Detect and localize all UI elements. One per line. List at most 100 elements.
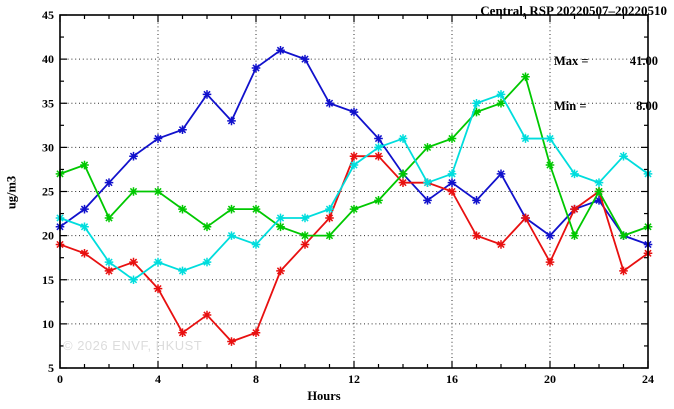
data-point-marker xyxy=(619,231,628,240)
y-tick-label: 40 xyxy=(42,52,54,66)
min-value: 8.00 xyxy=(636,99,658,113)
data-point-marker xyxy=(594,178,604,187)
data-point-marker xyxy=(227,116,236,126)
data-point-marker xyxy=(447,178,457,187)
data-point-marker xyxy=(178,328,187,337)
data-point-marker xyxy=(472,231,481,240)
data-point-marker xyxy=(80,160,89,170)
data-point-marker xyxy=(472,107,481,117)
data-point-marker xyxy=(325,231,334,240)
data-point-marker xyxy=(619,151,628,161)
data-point-marker xyxy=(129,275,138,285)
data-point-marker xyxy=(104,266,114,276)
x-tick-label: 8 xyxy=(253,372,259,386)
data-point-marker xyxy=(276,46,285,55)
data-point-marker xyxy=(325,204,334,214)
data-point-marker xyxy=(447,187,457,196)
data-point-marker xyxy=(227,204,236,214)
data-point-marker xyxy=(300,54,310,64)
y-tick-label: 15 xyxy=(42,273,54,287)
data-point-marker xyxy=(374,143,383,152)
tick-labels: 0 4 8 12 16 20 24 5 10 15 20 25 30 35 40 45 xyxy=(42,8,654,386)
max-stat-row: Max = 41.00 xyxy=(554,54,658,69)
data-point-marker xyxy=(153,187,163,196)
data-point-marker xyxy=(276,266,285,276)
data-point-marker xyxy=(300,240,310,249)
data-point-marker xyxy=(325,213,334,223)
data-point-marker xyxy=(349,107,359,117)
y-tick-label: 10 xyxy=(42,317,54,331)
series-cyan xyxy=(55,90,653,285)
y-tick-label: 45 xyxy=(42,8,54,22)
y-axis-label: ug/m3 xyxy=(4,175,19,210)
stats-annotation: Max = 41.00 Min = 8.00 xyxy=(554,24,658,144)
x-tick-label: 20 xyxy=(544,372,556,386)
data-point-marker xyxy=(521,134,530,143)
data-point-marker xyxy=(129,151,138,161)
y-tick-label: 35 xyxy=(42,96,54,110)
data-point-marker xyxy=(104,178,114,187)
data-point-marker xyxy=(276,222,285,232)
data-point-marker xyxy=(545,160,555,170)
data-point-marker xyxy=(619,266,628,276)
data-point-marker xyxy=(349,160,359,170)
data-point-marker xyxy=(104,257,114,267)
data-point-marker xyxy=(447,134,457,143)
data-point-marker xyxy=(153,134,163,143)
data-point-marker xyxy=(374,134,383,143)
series-red xyxy=(55,151,653,346)
x-tick-label: 24 xyxy=(642,372,654,386)
data-point-marker xyxy=(374,196,383,205)
data-point-marker xyxy=(129,187,138,196)
max-value: 41.00 xyxy=(629,54,658,68)
data-point-marker xyxy=(570,169,579,179)
chart-title: Central, RSP 20220507–20220510 xyxy=(480,3,667,18)
data-point-marker xyxy=(80,222,89,232)
data-point-marker xyxy=(227,231,236,240)
data-point-marker xyxy=(398,169,408,179)
y-tick-label: 25 xyxy=(42,185,54,199)
data-point-marker xyxy=(178,204,187,214)
data-point-marker xyxy=(153,284,163,293)
min-stat-row: Min = 8.00 xyxy=(554,99,658,114)
data-point-marker xyxy=(300,213,310,223)
data-point-marker xyxy=(80,248,89,258)
data-point-marker xyxy=(496,240,506,249)
data-point-marker xyxy=(594,187,604,196)
data-point-marker xyxy=(496,90,506,99)
data-point-marker xyxy=(447,169,457,179)
watermark: © 2026 ENVF, HKUST xyxy=(63,338,203,353)
data-point-marker xyxy=(570,231,579,240)
data-point-marker xyxy=(521,72,530,82)
series-red-markers xyxy=(55,151,653,346)
data-point-marker xyxy=(423,196,432,205)
data-point-marker xyxy=(80,204,89,214)
data-point-marker xyxy=(349,204,359,214)
data-point-marker xyxy=(153,257,163,267)
data-point-marker xyxy=(570,204,579,214)
data-point-marker xyxy=(496,169,506,179)
data-point-marker xyxy=(496,98,506,108)
data-point-marker xyxy=(398,134,408,143)
x-tick-label: 16 xyxy=(446,372,458,386)
data-point-marker xyxy=(545,134,555,143)
y-tick-label: 5 xyxy=(48,361,54,375)
data-point-marker xyxy=(521,213,530,223)
data-point-marker xyxy=(178,125,187,135)
data-point-marker xyxy=(374,151,383,161)
x-tick-label: 0 xyxy=(57,372,63,386)
data-point-marker xyxy=(178,266,187,276)
data-point-marker xyxy=(545,257,555,267)
data-point-marker xyxy=(227,337,236,346)
y-tick-label: 30 xyxy=(42,140,54,154)
data-point-marker xyxy=(276,213,285,223)
data-point-marker xyxy=(398,178,408,187)
data-point-marker xyxy=(594,196,604,205)
plot-border xyxy=(59,14,649,369)
data-point-marker xyxy=(202,310,212,320)
data-point-marker xyxy=(349,151,359,161)
data-point-marker xyxy=(202,257,212,267)
data-point-marker xyxy=(251,240,261,249)
